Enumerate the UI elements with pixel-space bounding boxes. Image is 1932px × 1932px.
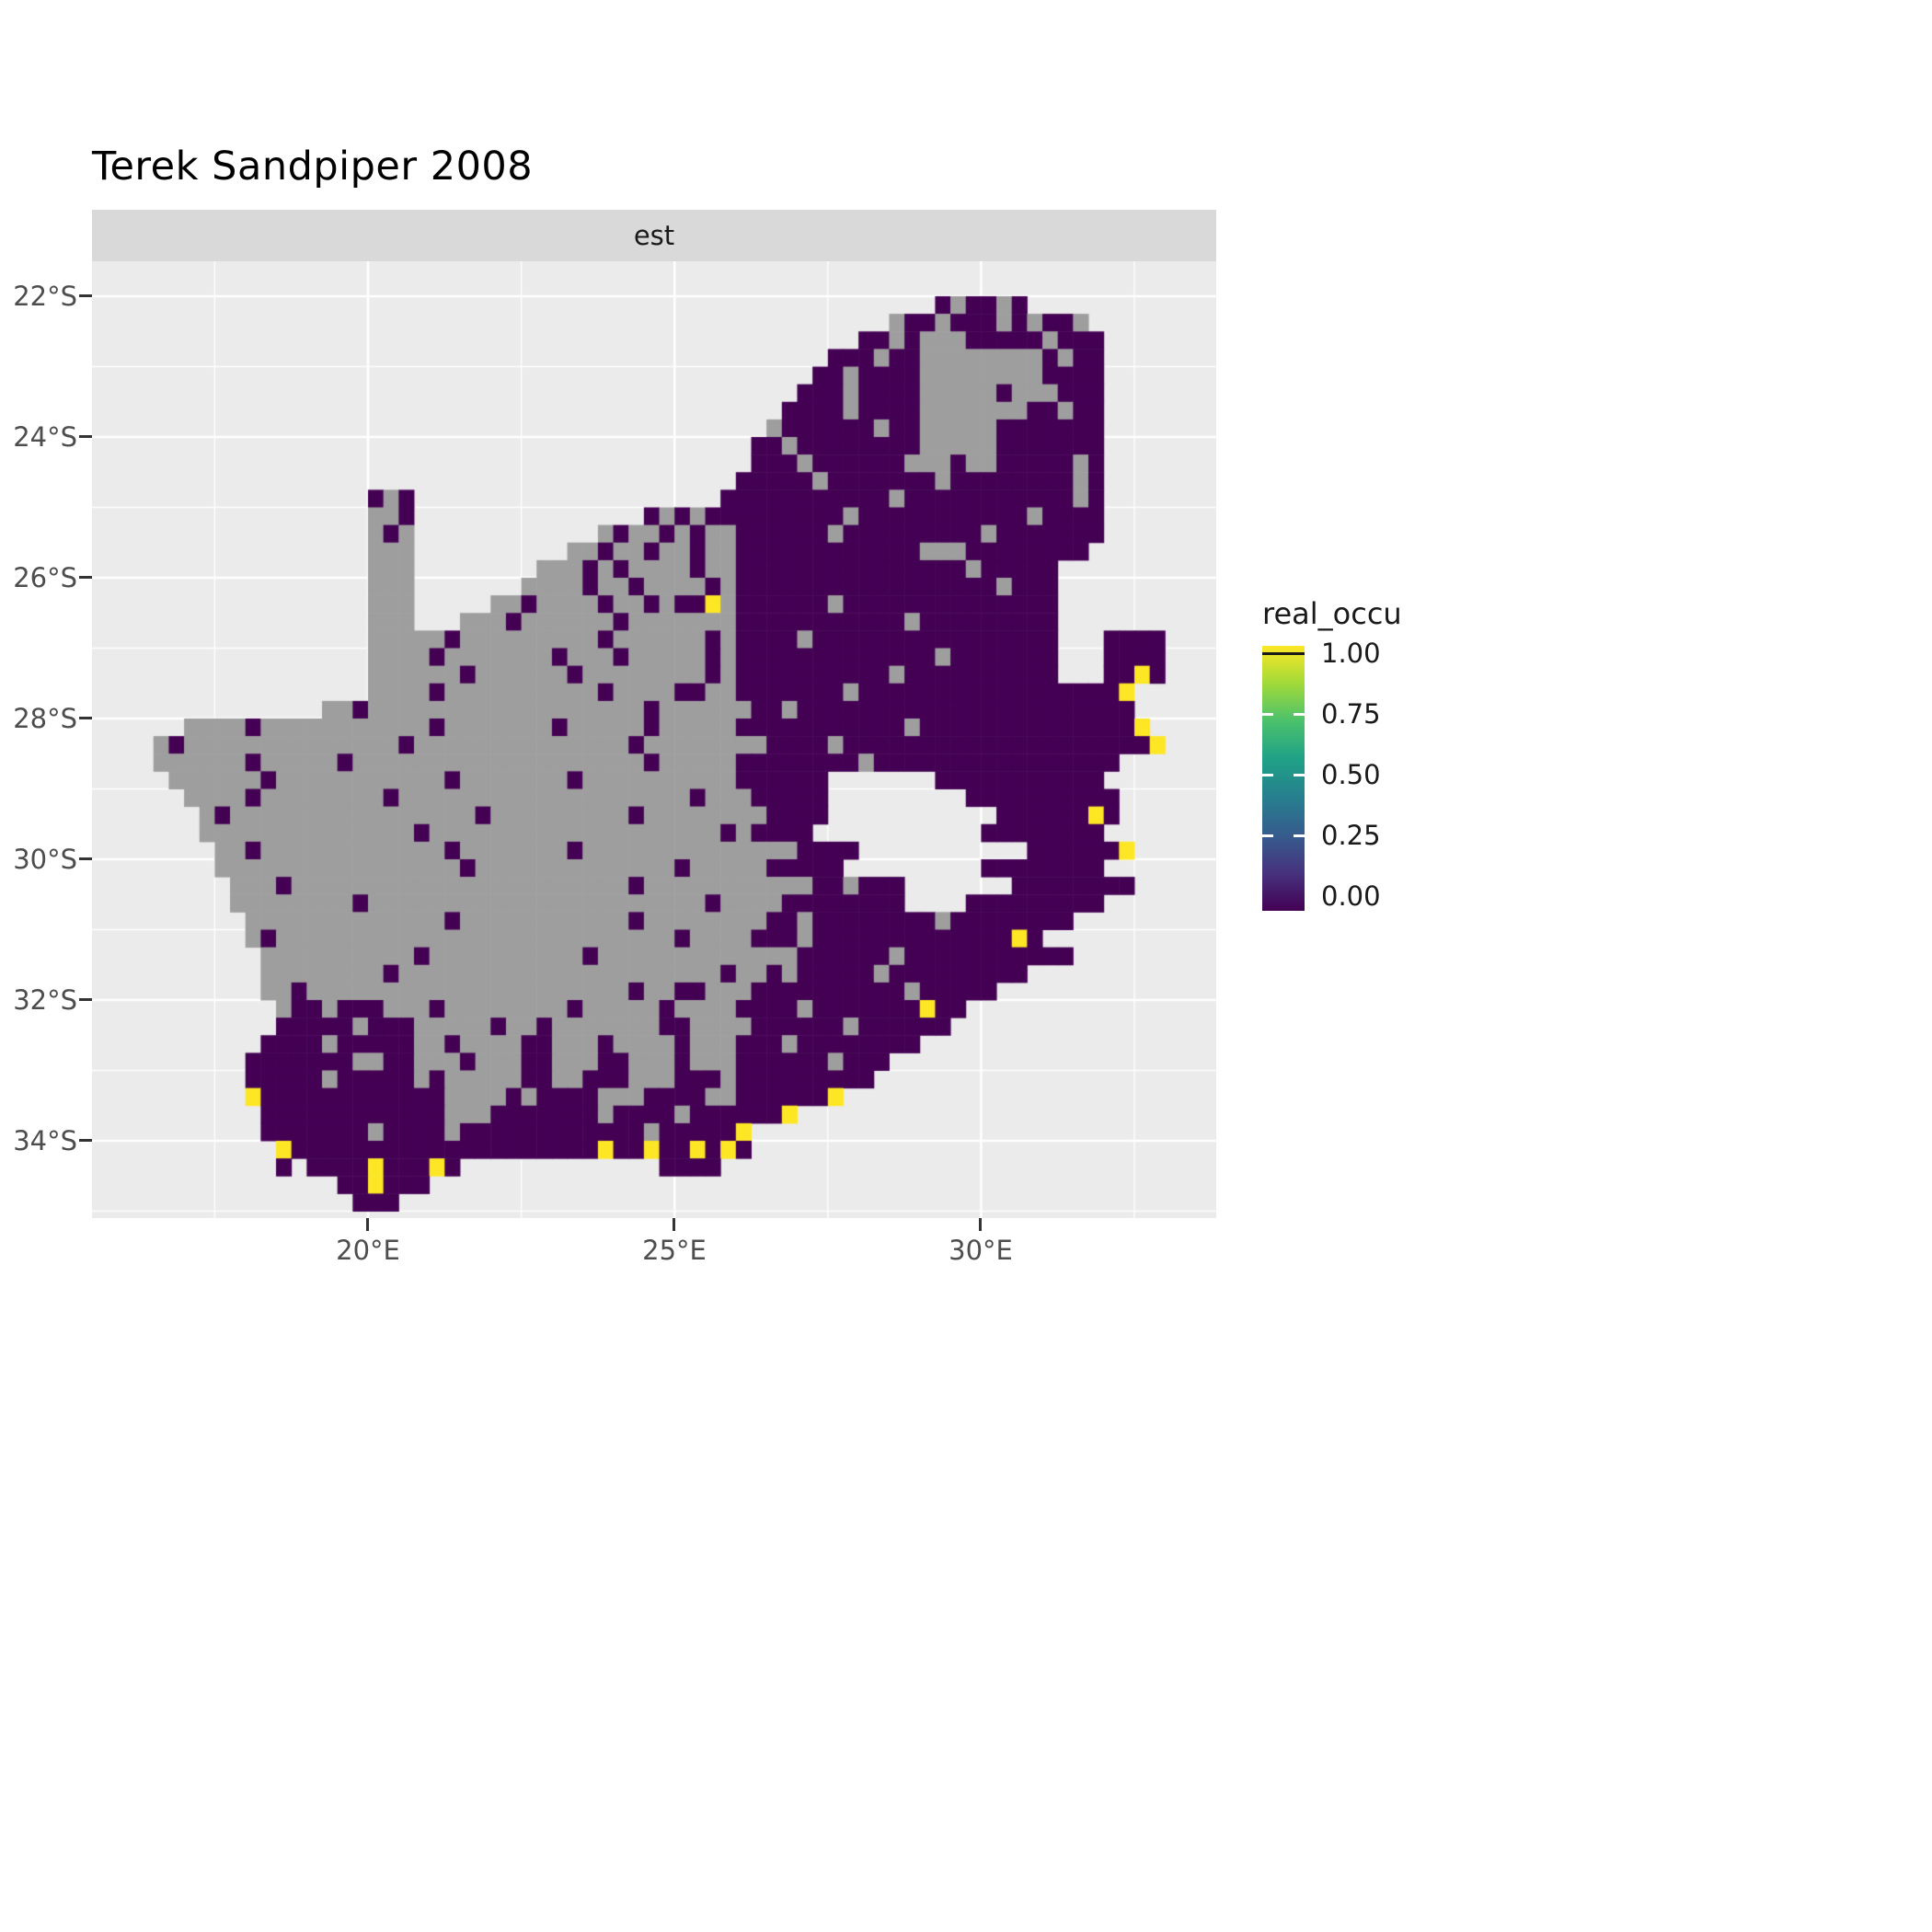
y-axis-tick-mark xyxy=(79,1139,92,1142)
legend-tick-mark xyxy=(1294,713,1305,716)
y-axis-tick-mark xyxy=(79,576,92,579)
legend-tick-mark xyxy=(1262,713,1273,716)
y-axis-tick-mark xyxy=(79,857,92,860)
y-axis-tick-label: 28°S xyxy=(13,703,77,734)
facet-strip-label: est xyxy=(633,220,675,251)
legend-tick-label: 0.75 xyxy=(1321,698,1381,730)
y-axis-tick-mark xyxy=(79,294,92,297)
y-axis-tick-label: 30°S xyxy=(13,844,77,875)
y-axis-tick-label: 22°S xyxy=(13,281,77,312)
x-axis-tick-label: 25°E xyxy=(642,1235,707,1266)
plot-title: Terek Sandpiper 2008 xyxy=(92,144,534,190)
legend-tick-mark xyxy=(1294,774,1305,776)
y-axis-tick-mark xyxy=(79,717,92,719)
occupancy-raster-map xyxy=(92,261,1216,1218)
x-axis-tick-mark xyxy=(673,1218,675,1231)
y-axis-tick-label: 24°S xyxy=(13,421,77,453)
plot-panel xyxy=(92,261,1216,1218)
facet-strip: est xyxy=(92,210,1216,261)
y-axis-tick-mark xyxy=(79,998,92,1001)
legend-title: real_occu xyxy=(1262,596,1402,631)
legend-tick-label: 0.50 xyxy=(1321,759,1381,790)
legend-colorbar xyxy=(1262,646,1305,911)
x-axis-tick-label: 20°E xyxy=(336,1235,400,1266)
y-axis-tick-label: 32°S xyxy=(13,984,77,1016)
legend-tick-mark xyxy=(1294,834,1305,837)
x-axis-tick-mark xyxy=(979,1218,982,1231)
legend-tick-label: 1.00 xyxy=(1321,638,1381,669)
legend-tick-mark xyxy=(1262,652,1305,655)
legend-tick-label: 0.25 xyxy=(1321,820,1381,851)
x-axis-tick-mark xyxy=(366,1218,369,1231)
legend-tick-label: 0.00 xyxy=(1321,880,1381,912)
x-axis-tick-label: 30°E xyxy=(949,1235,1013,1266)
legend-tick-mark xyxy=(1262,834,1273,837)
legend-tick-mark xyxy=(1262,774,1273,776)
y-axis-tick-label: 34°S xyxy=(13,1125,77,1156)
y-axis-tick-label: 26°S xyxy=(13,562,77,593)
y-axis-tick-mark xyxy=(79,435,92,438)
